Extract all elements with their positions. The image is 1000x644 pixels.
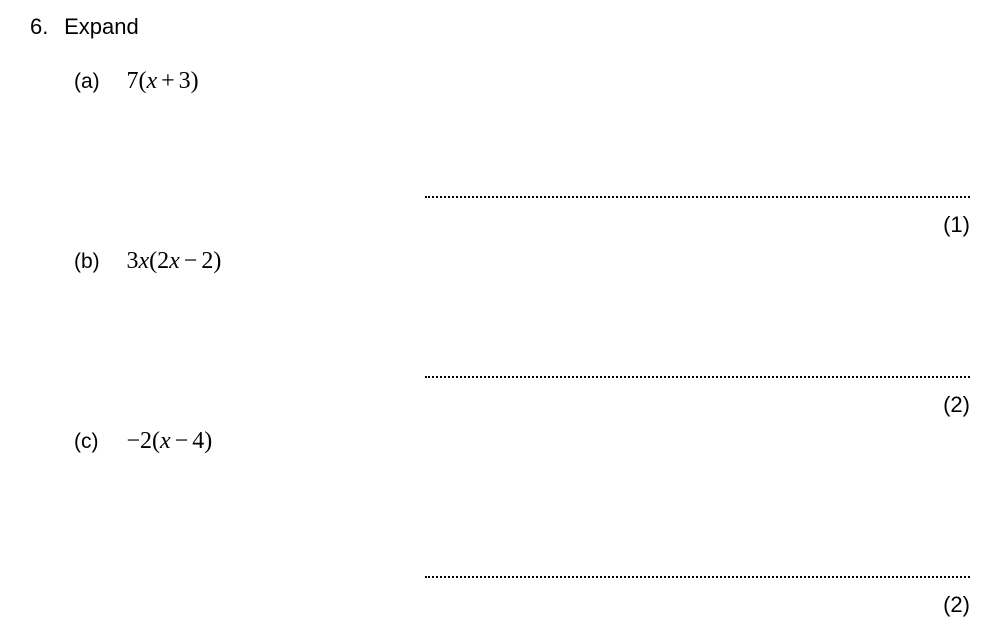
part-label: (a) [74, 70, 122, 94]
exam-question-page: 6. Expand (a) 7(x+3) (1) (b) 3x(2x−2) (2… [0, 0, 1000, 644]
var-x: x [146, 68, 157, 94]
answer-line-c[interactable] [425, 576, 970, 578]
part-b-expression: 3x(2x−2) [126, 248, 221, 275]
part-c-expression: −2(x−4) [126, 428, 212, 455]
constant: 4 [192, 428, 204, 454]
answer-line-b[interactable] [425, 376, 970, 378]
part-a-expression: 7(x+3) [126, 68, 198, 95]
inner-coef: 2 [157, 248, 169, 274]
question-heading: 6. Expand [30, 14, 970, 40]
operator: − [180, 248, 202, 274]
constant: 2 [201, 248, 213, 274]
coef: 7 [126, 68, 138, 94]
question-instruction: Expand [64, 14, 139, 39]
part-label: (b) [74, 250, 122, 274]
part-b: (b) 3x(2x−2) (2) [74, 248, 970, 428]
var-x: x [169, 248, 180, 274]
answer-line-a[interactable] [425, 196, 970, 198]
marks-b: (2) [943, 392, 970, 418]
coef: 3 [126, 248, 138, 274]
marks-c: (2) [943, 592, 970, 618]
coef: −2 [126, 428, 152, 454]
operator: − [171, 428, 193, 454]
marks-a: (1) [943, 212, 970, 238]
part-a: (a) 7(x+3) (1) [74, 68, 970, 248]
coef-var: x [138, 248, 149, 274]
question-number: 6. [30, 14, 58, 40]
part-label: (c) [74, 430, 122, 454]
constant: 3 [179, 68, 191, 94]
var-x: x [160, 428, 171, 454]
operator: + [157, 68, 179, 94]
part-c: (c) −2(x−4) (2) [74, 428, 970, 618]
